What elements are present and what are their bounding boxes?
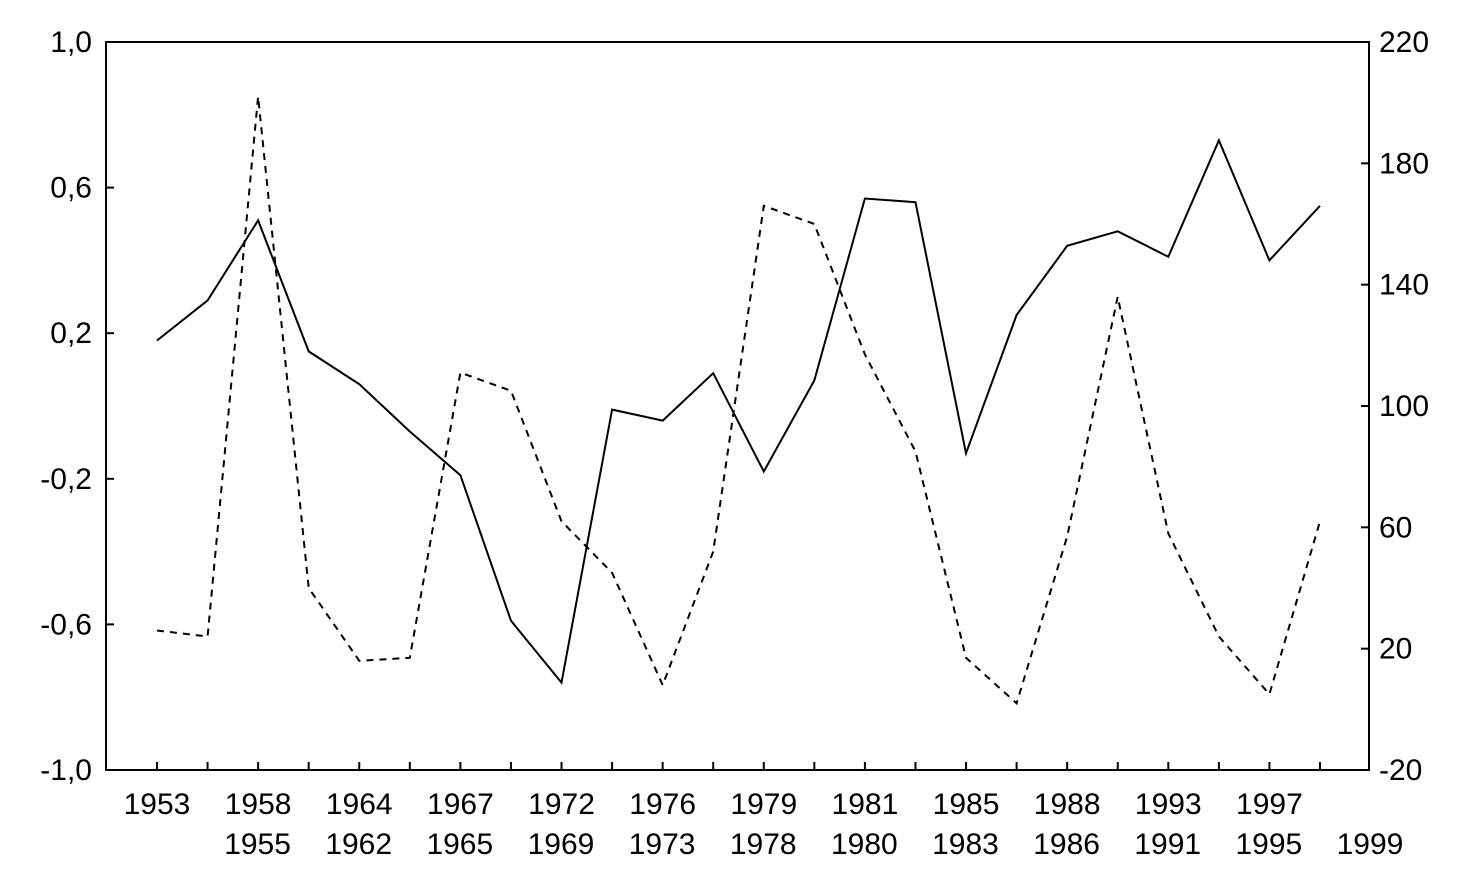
x-tick-label: 1965 (426, 828, 493, 861)
x-tick-label: 1997 (1236, 788, 1303, 821)
x-tick-label: 1953 (124, 788, 191, 821)
right-y-tick-label: 60 (1379, 511, 1412, 544)
x-tick-label: 1969 (528, 828, 595, 861)
x-tick-label: 1973 (629, 828, 696, 861)
left-y-tick-label: -0,2 (40, 463, 92, 496)
series-layer (156, 96, 1321, 706)
x-tick-label: 1958 (225, 788, 292, 821)
plot-area-frame (105, 41, 1370, 771)
solid-series-line (156, 137, 1321, 685)
left-y-tick-label: 0,2 (50, 317, 92, 350)
right-y-axis: 220 180 140 100 60 20 -20 (1361, 26, 1429, 787)
x-tick-label: 1983 (932, 828, 999, 861)
left-y-tick-label: -1,0 (40, 754, 92, 787)
right-y-tick-label: 140 (1379, 269, 1429, 302)
x-tick-label: 1978 (730, 828, 797, 861)
x-tick-label: 1995 (1235, 828, 1302, 861)
x-axis: 1953 1955 1958 1962 1964 1965 1967 1969 1972 1973… (124, 762, 1404, 861)
x-tick-label: 1972 (528, 788, 595, 821)
x-tick-label: 1986 (1033, 828, 1100, 861)
x-tick-label: 1976 (629, 788, 696, 821)
x-tick-label: 1955 (224, 828, 291, 861)
x-tick-label: 1980 (831, 828, 898, 861)
x-tick-label: 1962 (325, 828, 392, 861)
x-tick-label: 1993 (1135, 788, 1202, 821)
x-tick-label: 1981 (832, 788, 899, 821)
left-y-tick-label: -0,6 (40, 608, 92, 641)
x-tick-label: 1991 (1134, 828, 1201, 861)
right-y-tick-label: 220 (1379, 26, 1429, 59)
right-y-tick-label: 180 (1379, 147, 1429, 180)
x-tick-label: 1979 (730, 788, 797, 821)
x-tick-label: 1985 (933, 788, 1000, 821)
dashed-series-line (156, 96, 1321, 706)
left-y-tick-label: 1,0 (50, 26, 92, 59)
right-y-tick-label: 100 (1379, 390, 1429, 423)
left-y-axis: 1,0 0,6 0,2 -0,2 -0,6 -1,0 (40, 26, 114, 787)
x-tick-label: 1964 (326, 788, 393, 821)
x-tick-label: 1967 (427, 788, 494, 821)
left-y-tick-label: 0,6 (50, 172, 92, 205)
right-y-tick-label: 20 (1379, 633, 1412, 666)
x-tick-label: 1999 (1337, 828, 1404, 861)
right-y-tick-label: -20 (1379, 754, 1422, 787)
x-tick-label: 1988 (1034, 788, 1101, 821)
